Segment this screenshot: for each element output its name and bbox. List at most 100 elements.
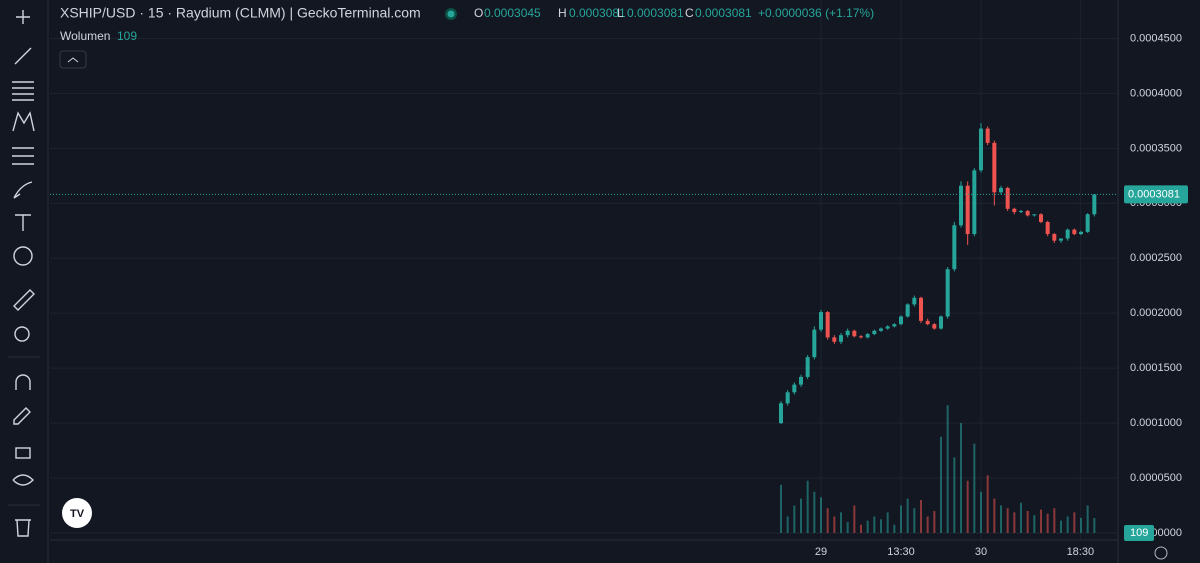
ohlc-label: H xyxy=(558,6,567,20)
volume-bar xyxy=(920,499,922,533)
drawing-mode-tool[interactable] xyxy=(13,407,31,425)
candle-body xyxy=(832,337,837,342)
candle-body xyxy=(925,320,930,325)
magnet-tool[interactable] xyxy=(15,374,31,390)
lock-tool[interactable] xyxy=(15,447,31,459)
volume-bar xyxy=(1033,515,1036,533)
ohlc-value: 0.0003081 xyxy=(695,6,752,20)
brush-tool[interactable] xyxy=(13,181,33,199)
fib-tool[interactable] xyxy=(12,81,34,101)
volume-bar xyxy=(880,519,882,533)
candle-body xyxy=(999,187,1003,193)
line-tool[interactable] xyxy=(14,47,32,65)
volume-badge-label: 109 xyxy=(1130,527,1148,539)
volume-bar xyxy=(1046,513,1049,533)
volume-bar xyxy=(800,498,802,533)
volume-bar xyxy=(1060,520,1062,533)
volume-bar xyxy=(1066,516,1069,533)
ruler-tool[interactable] xyxy=(13,289,35,311)
candle-body xyxy=(1045,221,1050,235)
ohlc-label: O xyxy=(474,6,483,20)
volume-bar xyxy=(1013,512,1016,533)
volume-badge xyxy=(1124,524,1154,541)
candle-body xyxy=(1032,214,1037,216)
volume-label: Wolumen xyxy=(60,29,110,43)
volume-bar xyxy=(886,512,889,533)
volume-value: 109 xyxy=(117,29,137,43)
x-tick-label: 30 xyxy=(975,546,987,558)
settings-button[interactable] xyxy=(1154,546,1168,560)
candle-body xyxy=(979,128,983,171)
volume-bar xyxy=(953,457,956,533)
volume-bar xyxy=(940,436,942,533)
x-tick-label: 13:30 xyxy=(887,546,915,558)
candle-body xyxy=(1039,214,1043,222)
volume-bar xyxy=(826,508,829,533)
status-dot xyxy=(447,10,455,18)
volume-bar xyxy=(1026,510,1029,533)
hide-tool[interactable] xyxy=(12,474,34,486)
candle-body xyxy=(779,403,783,424)
volume-bar xyxy=(820,497,822,533)
candle-body xyxy=(1085,214,1090,232)
candle-body xyxy=(859,336,863,338)
candle-body xyxy=(1079,231,1083,235)
pattern-tool[interactable] xyxy=(12,111,35,132)
volume-bar xyxy=(906,498,909,533)
volume-bar xyxy=(946,405,949,533)
ohlc-value: 0.0003081 xyxy=(569,6,626,20)
volume-bar xyxy=(873,516,876,533)
candle-body xyxy=(1005,187,1010,209)
candle-body xyxy=(932,324,937,329)
text-tool[interactable] xyxy=(15,214,31,231)
candle-body xyxy=(839,335,843,342)
volume-bar xyxy=(960,423,962,533)
volume-bar xyxy=(853,505,856,533)
volume-bar xyxy=(926,516,929,533)
candle-body xyxy=(1059,238,1063,241)
candle-body xyxy=(1092,194,1097,215)
candle-body xyxy=(825,312,830,338)
candle-body xyxy=(912,297,917,305)
delete-tool[interactable] xyxy=(15,519,31,537)
crosshair-tool[interactable] xyxy=(16,10,30,24)
volume-bar xyxy=(993,498,996,533)
x-tick-label: 29 xyxy=(815,546,827,558)
emoji-tool[interactable] xyxy=(13,246,33,266)
candle-body xyxy=(792,384,797,393)
candle-body xyxy=(879,328,883,331)
candle-body xyxy=(972,170,977,235)
candle-body xyxy=(952,225,957,270)
volume-bar xyxy=(793,505,796,533)
volume-bar xyxy=(1040,509,1042,533)
prediction-tool[interactable] xyxy=(12,147,34,165)
volume-bar xyxy=(1000,505,1002,533)
candle-body xyxy=(899,316,903,325)
plot-area xyxy=(50,0,1118,540)
y-tick-label: 0.0002500 xyxy=(1130,252,1182,264)
volume-bar xyxy=(806,480,809,533)
candle-body xyxy=(1012,208,1017,213)
candle-body xyxy=(905,304,910,317)
candle-body xyxy=(885,326,890,329)
candle-body xyxy=(872,330,877,335)
volume-bar xyxy=(786,516,789,533)
zoom-tool[interactable] xyxy=(14,326,30,342)
candle-body xyxy=(812,329,817,358)
tv-logo-text: TV xyxy=(70,508,85,520)
candle-body xyxy=(852,330,857,337)
candle-body xyxy=(819,312,823,330)
candle-body xyxy=(1052,234,1057,241)
volume-bar xyxy=(893,524,896,533)
tv-logo[interactable] xyxy=(62,498,92,528)
x-tick-label: 18:30 xyxy=(1067,546,1095,558)
volume-bar xyxy=(913,508,916,533)
candle-body xyxy=(1019,210,1023,213)
y-tick-label: 0.0000500 xyxy=(1130,472,1182,484)
volume-bar xyxy=(933,510,936,533)
volume-bar xyxy=(1086,505,1089,533)
toolbar xyxy=(8,10,40,537)
ohlc-value: 0.0003081 xyxy=(627,6,684,20)
collapse-button[interactable] xyxy=(59,50,87,69)
